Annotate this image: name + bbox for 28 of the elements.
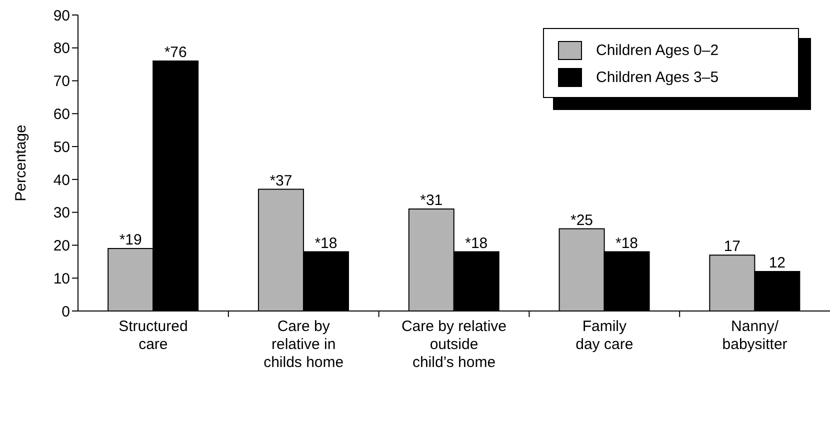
y-tick-label: 0 bbox=[62, 303, 70, 320]
data-label: *37 bbox=[270, 172, 292, 190]
y-tick-label: 60 bbox=[53, 106, 70, 123]
y-tick-label: 40 bbox=[53, 172, 70, 189]
data-label: *31 bbox=[420, 192, 443, 210]
legend-label: Children Ages 3–5 bbox=[596, 69, 719, 86]
data-label: 17 bbox=[724, 238, 741, 256]
y-tick-label: 10 bbox=[53, 270, 70, 288]
data-label: *18 bbox=[616, 234, 638, 252]
data-label: 12 bbox=[768, 254, 786, 272]
x-tick-label: Structured care bbox=[118, 318, 188, 353]
data-label: *18 bbox=[314, 234, 338, 252]
data-label: *25 bbox=[570, 212, 594, 229]
x-tick-label: Nanny/ babysitter bbox=[722, 318, 788, 353]
data-label: *18 bbox=[465, 234, 488, 252]
y-axis-title: Percentage bbox=[12, 124, 30, 202]
y-tick-label: 70 bbox=[53, 73, 70, 90]
y-tick-label: 30 bbox=[53, 204, 70, 222]
y-tick-label: 80 bbox=[53, 40, 70, 58]
x-tick-label: Care by relative outside child’s home bbox=[401, 318, 507, 371]
x-tick-label: Care by relative in childs home bbox=[264, 318, 344, 371]
y-tick-label: 90 bbox=[53, 7, 70, 24]
x-tick-label: Family day care bbox=[576, 318, 634, 353]
legend-label: Children Ages 0–2 bbox=[596, 42, 719, 59]
data-label: *19 bbox=[119, 232, 142, 249]
data-label: *76 bbox=[164, 44, 187, 62]
y-tick-label: 20 bbox=[53, 238, 70, 255]
y-tick-label: 50 bbox=[53, 138, 70, 156]
